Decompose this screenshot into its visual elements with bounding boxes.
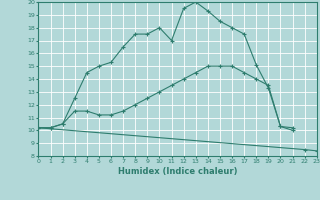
X-axis label: Humidex (Indice chaleur): Humidex (Indice chaleur) xyxy=(118,167,237,176)
